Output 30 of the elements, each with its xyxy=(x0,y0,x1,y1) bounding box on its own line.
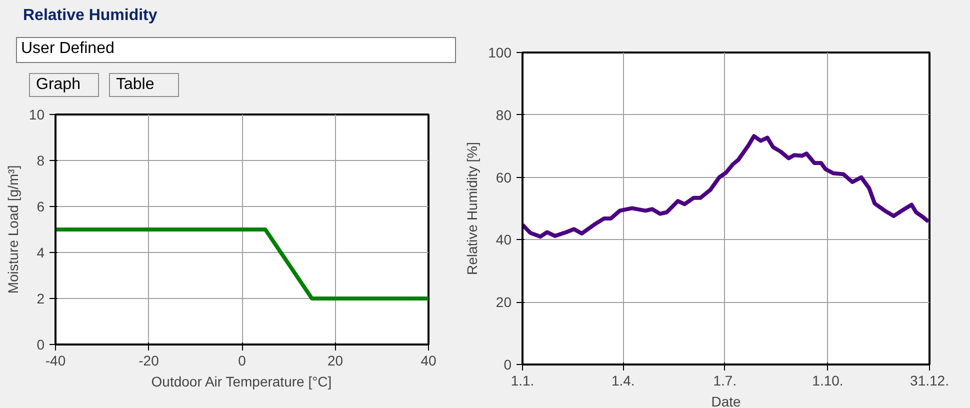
x-tick-label: 40 xyxy=(420,352,436,368)
y-tick-label: 4 xyxy=(36,244,45,260)
y-tick-label: 6 xyxy=(36,198,45,214)
x-axis-title: Date xyxy=(711,394,741,408)
y-tick-label: 0 xyxy=(36,336,45,352)
x-tick-label: 31.12. xyxy=(910,372,949,388)
text: User Defined xyxy=(21,39,114,59)
y-tick-label: 2 xyxy=(36,290,45,306)
y-tick-label: 100 xyxy=(488,44,512,60)
y-tick-label: 80 xyxy=(496,106,512,123)
x-tick-label: 1.4. xyxy=(611,372,635,388)
y-tick-label: 8 xyxy=(36,152,45,168)
y-tick-label: 20 xyxy=(496,294,512,310)
x-tick-label: 20 xyxy=(327,352,344,368)
text: Table xyxy=(116,75,154,95)
x-tick-label: 0 xyxy=(238,352,246,368)
y-tick-label: 60 xyxy=(496,169,512,186)
x-tick-label: -40 xyxy=(45,352,66,368)
y-tick-label: 40 xyxy=(496,232,512,248)
x-tick-label: -20 xyxy=(138,352,160,368)
x-tick-label: 1.7. xyxy=(713,372,737,388)
x-tick-label: 1.1. xyxy=(510,372,534,388)
text: Graph xyxy=(36,75,80,95)
y-axis-title: Relative Humidity [%] xyxy=(464,142,480,276)
x-axis-title: Outdoor Air Temperature [°C] xyxy=(151,374,332,390)
y-axis-title: Moisture Load [g/m³] xyxy=(4,165,21,294)
line-series xyxy=(522,134,930,239)
y-tick-label: 10 xyxy=(28,106,45,122)
chart-title: Relative Humidity xyxy=(23,6,158,26)
x-tick-label: 1.10. xyxy=(812,372,844,388)
